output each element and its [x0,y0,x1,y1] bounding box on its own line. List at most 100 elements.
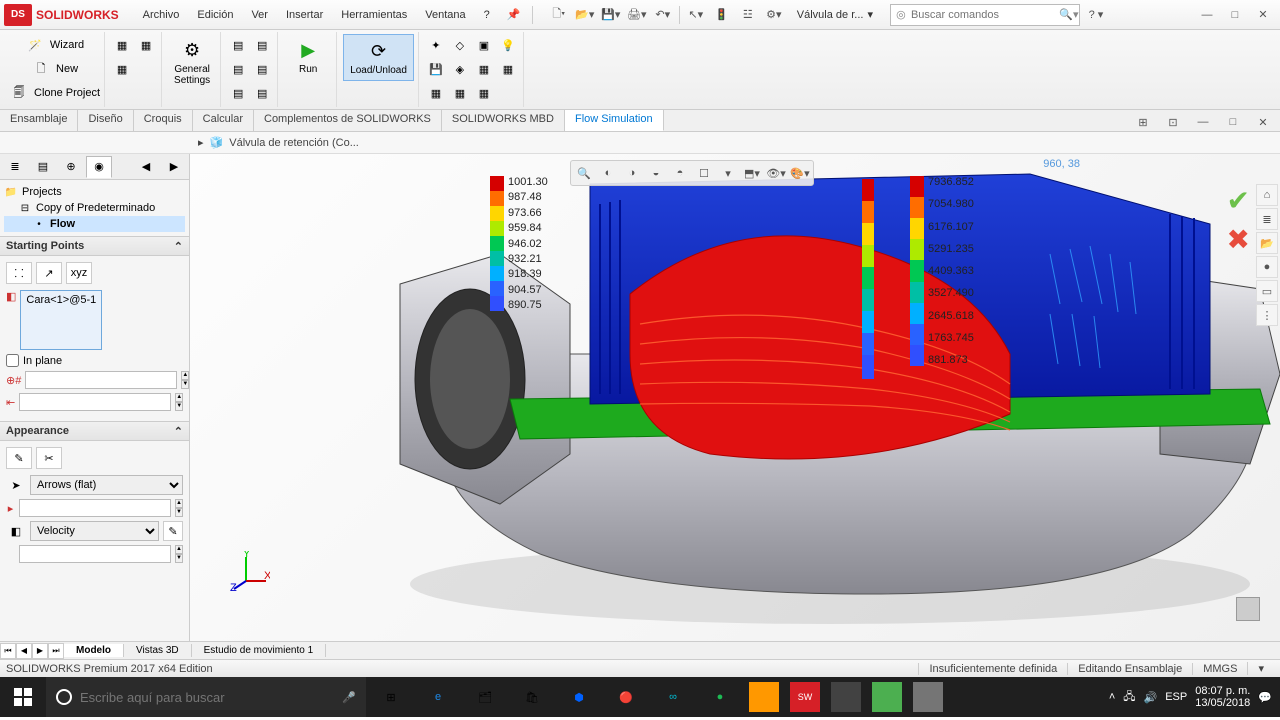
ap-tool-2[interactable]: ✂ [36,447,62,469]
rt-decal-icon[interactable]: ▭ [1256,280,1278,302]
lp-tab-prop[interactable]: ▤ [30,156,56,178]
minimize-button[interactable]: — [1194,5,1220,25]
undo-icon[interactable]: ↶▾ [651,4,675,26]
starting-points-header[interactable]: Starting Points⌃ [0,236,189,256]
rb-g4[interactable]: ▤ [251,58,273,80]
btab-first[interactable]: ⏮ [0,643,16,659]
status-extra-icon[interactable]: ▾ [1247,662,1274,675]
rt-open-icon[interactable]: 📂 [1256,232,1278,254]
param-edit-icon[interactable]: ✎ [163,521,183,541]
command-search[interactable]: ◎ 🔍▾ [890,4,1080,26]
spin-up-3[interactable]: ▲ [175,499,183,508]
tray-up-icon[interactable]: ˄ [1109,691,1115,703]
reject-icon[interactable]: ✖ [1227,223,1250,256]
lp-tab-feature[interactable]: ≣ [2,156,28,178]
btab-modelo[interactable]: Modelo [64,644,124,657]
tree-flow[interactable]: •Flow [4,216,185,232]
section-icon[interactable]: ⬒▾ [741,163,763,183]
options-list-icon[interactable]: ☳ [736,4,760,26]
spin-up-2[interactable]: ▲ [175,393,183,402]
tab-complementos[interactable]: Complementos de SOLIDWORKS [254,110,442,131]
doc-cascade-icon[interactable]: ⊡ [1160,112,1186,132]
sp-tool-2[interactable]: ↗ [36,262,62,284]
rt-2[interactable]: ◇ [449,34,471,56]
menu-help[interactable]: ? [476,6,498,24]
app-icon-5[interactable] [913,682,943,712]
settings-icon[interactable]: ⚙▾ [762,4,786,26]
rt-10[interactable]: ▦ [449,82,471,104]
btab-estudio[interactable]: Estudio de movimiento 1 [192,644,327,657]
menu-edicion[interactable]: Edición [189,6,241,24]
vp-t-1[interactable]: ◐ [597,163,619,183]
sp-tool-3[interactable]: xyz [66,262,92,284]
dist-input[interactable] [19,393,171,411]
scene-icon[interactable]: 🎨▾ [789,163,811,183]
wizard-label[interactable]: Wizard [50,39,84,51]
chrome-icon[interactable]: 🔴 [603,677,649,717]
wizard-icon[interactable]: 🪄 [24,34,46,56]
vp-t-5[interactable]: ☐ [693,163,715,183]
parameter-select[interactable]: Velocity [30,521,159,541]
tray-vol-icon[interactable]: 🔊 [1144,691,1158,704]
spin-dn-4[interactable]: ▼ [175,554,183,563]
spin-dn-2[interactable]: ▼ [175,402,183,411]
doc-tile-icon[interactable]: ⊞ [1130,112,1156,132]
store-icon[interactable]: 🛍 [509,677,555,717]
ap-tool-1[interactable]: ✎ [6,447,32,469]
spotify-icon[interactable]: ● [697,677,743,717]
rt-appear-icon[interactable]: ● [1256,256,1278,278]
lp-tab-config[interactable]: ⊕ [58,156,84,178]
search-icon[interactable]: 🔍▾ [1059,5,1079,25]
rb-3[interactable]: ▦ [111,58,133,80]
rb-g6[interactable]: ▤ [251,82,273,104]
select-icon[interactable]: ↖▾ [684,4,708,26]
menu-herramientas[interactable]: Herramientas [333,6,415,24]
appearance-header[interactable]: Appearance⌃ [0,421,189,441]
3d-viewport[interactable]: 960, 38 [190,154,1280,641]
rb-g1[interactable]: ▤ [227,34,249,56]
system-tray[interactable]: ˄ 🖧 🔊 ESP 08:07 p. m.13/05/2018 💬 [1101,685,1280,709]
taskbar-clock[interactable]: 08:07 p. m.13/05/2018 [1195,685,1250,709]
document-selector[interactable]: Válvula de r... ▾ [790,5,880,24]
new-doc-icon[interactable]: 🗋▾ [547,4,571,26]
edge-icon[interactable]: e [415,677,461,717]
rt-11[interactable]: ▦ [473,82,495,104]
btab-prev[interactable]: ◀ [16,643,32,659]
tray-net-icon[interactable]: 🖧 [1123,688,1135,707]
rb-g5[interactable]: ▤ [227,82,249,104]
menu-ventana[interactable]: Ventana [417,6,473,24]
tab-mbd[interactable]: SOLIDWORKS MBD [442,110,565,131]
app-icon-2[interactable] [749,682,779,712]
rt-7[interactable]: ▦ [473,58,495,80]
vp-t-6[interactable]: ▾ [717,163,739,183]
maximize-button[interactable]: □ [1222,5,1248,25]
rebuild-icon[interactable]: 🚦 [710,4,734,26]
tab-croquis[interactable]: Croquis [134,110,193,131]
rt-home-icon[interactable]: ⌂ [1256,184,1278,206]
task-view-icon[interactable]: ⊞ [368,677,414,717]
spin-dn-1[interactable]: ▼ [181,380,189,389]
rt-6[interactable]: ◈ [449,58,471,80]
app-icon-4[interactable] [872,682,902,712]
close-button[interactable]: ✕ [1250,5,1276,25]
sp-tool-1[interactable]: ⸬ [6,262,32,284]
taskbar-search-input[interactable] [80,690,334,705]
vp-t-4[interactable]: ◓ [669,163,691,183]
rb-2[interactable]: ▦ [135,34,157,56]
rb-g2[interactable]: ▤ [251,34,273,56]
spin-dn-3[interactable]: ▼ [175,508,183,517]
in-plane-checkbox[interactable] [6,354,19,367]
lp-nav-left[interactable]: ◀ [133,156,159,178]
zoom-fit-icon[interactable]: 🔍 [573,163,595,183]
search-input[interactable] [911,9,1059,21]
notifications-icon[interactable]: 💬 [1258,691,1272,704]
btab-next[interactable]: ▶ [32,643,48,659]
clone-icon[interactable]: 🗐 [8,82,30,104]
app-icon-1[interactable]: ∞ [650,677,696,717]
status-units[interactable]: MMGS [1192,663,1247,675]
help-dropdown[interactable]: ? ▾ [1084,4,1108,26]
view-icon[interactable]: 👁▾ [765,163,787,183]
rt-3[interactable]: ▣ [473,34,495,56]
run-button[interactable]: ▶Run [284,34,332,79]
pin-icon[interactable]: 📌 [502,4,526,26]
